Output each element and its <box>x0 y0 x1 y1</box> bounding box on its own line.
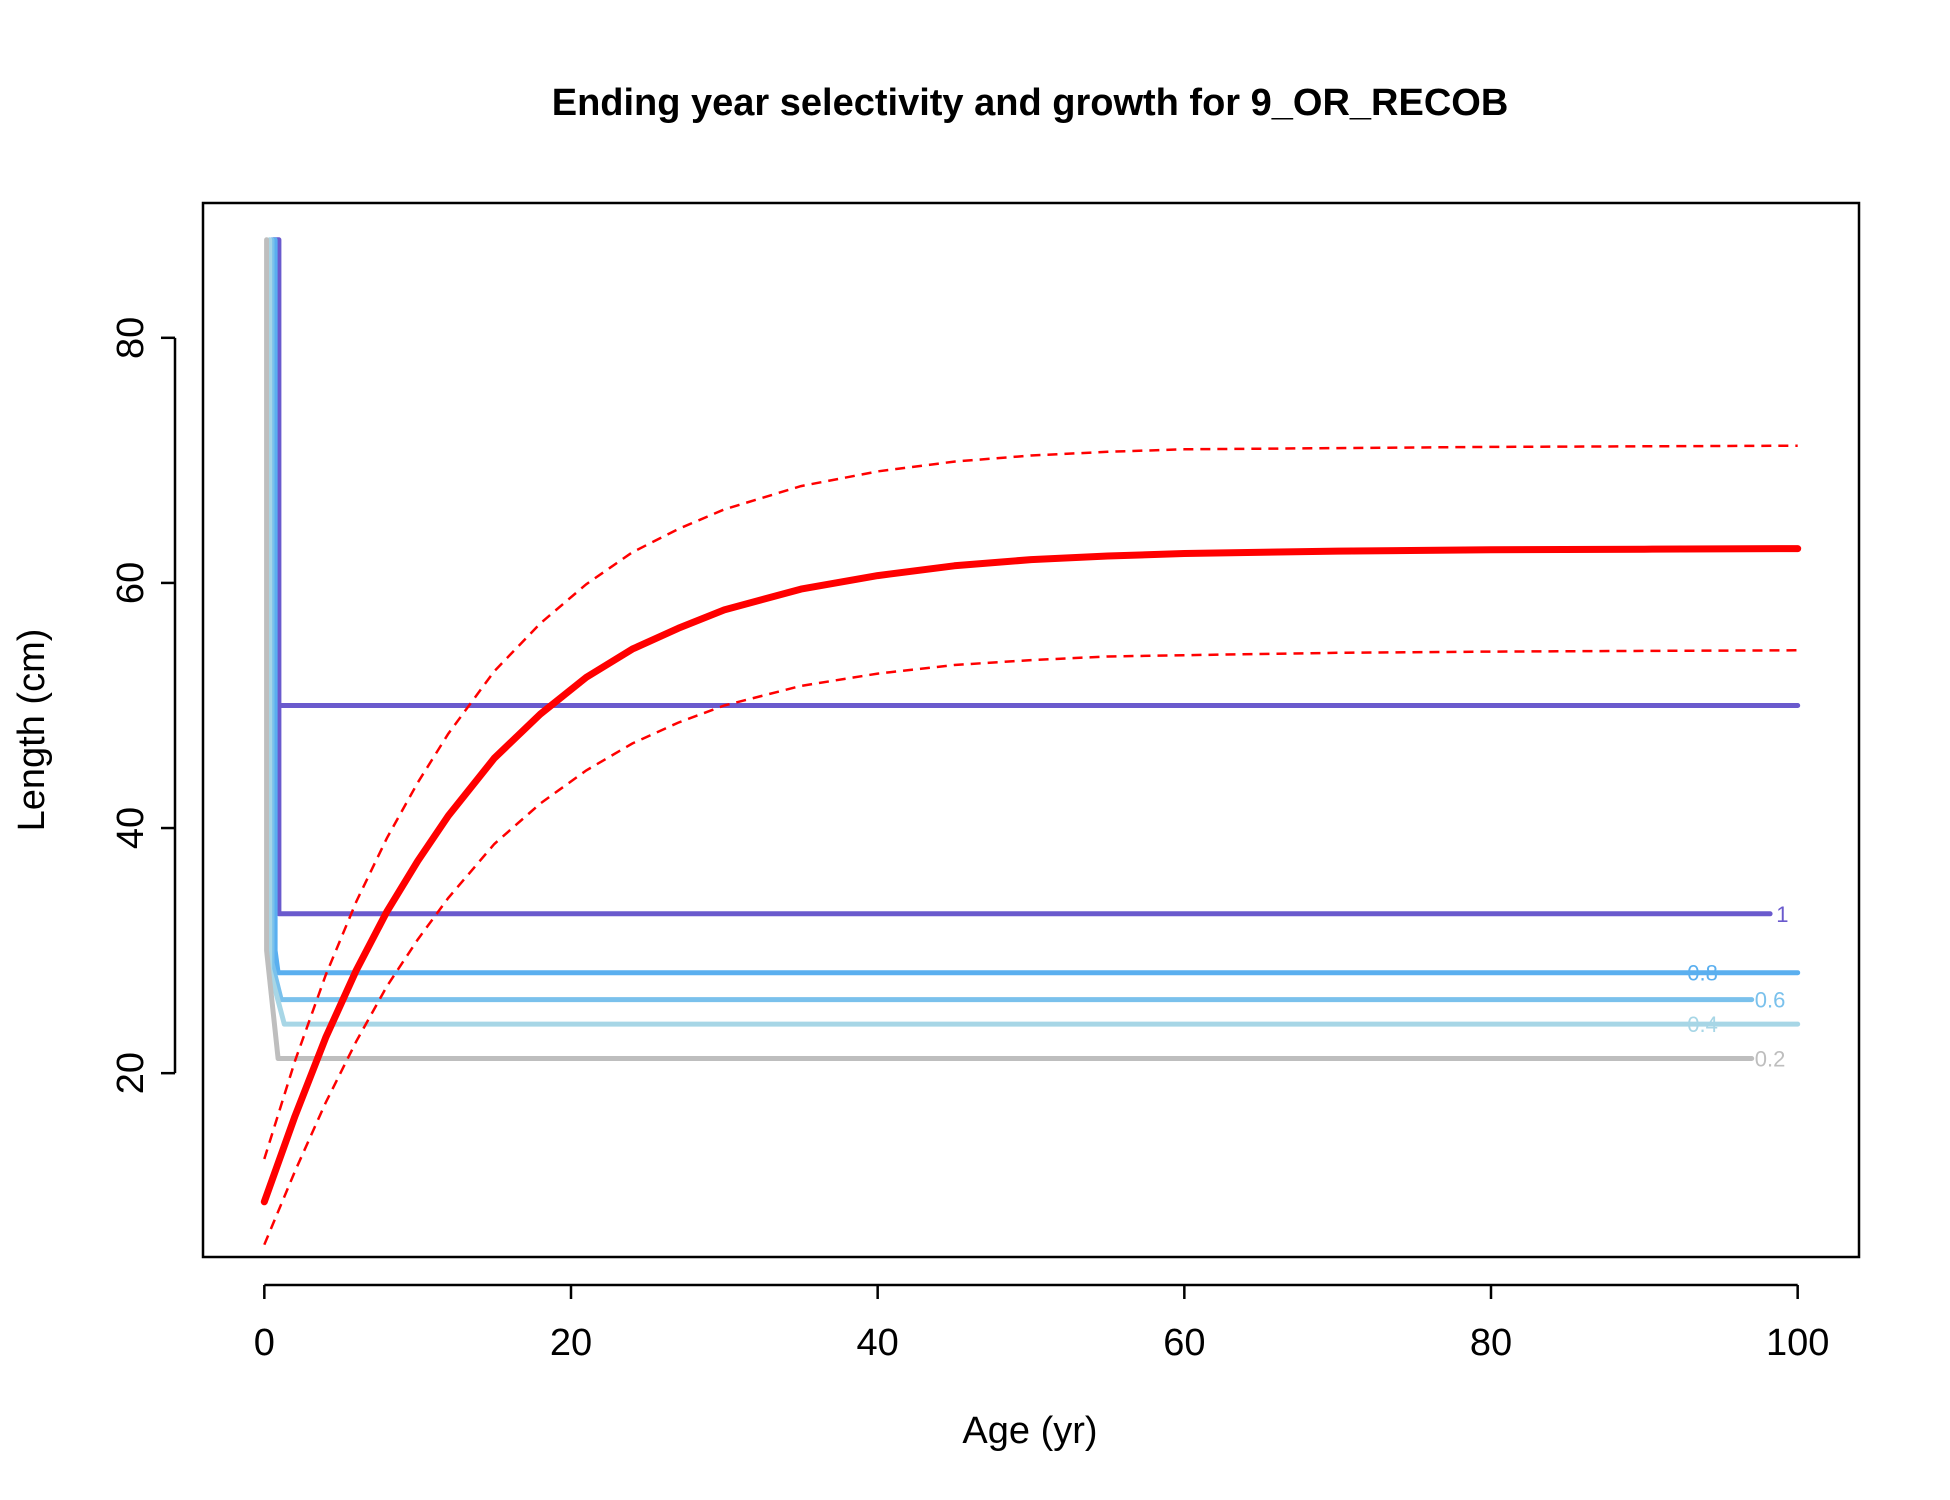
chart-title: Ending year selectivity and growth for 9… <box>552 82 1509 124</box>
x-axis-label: Age (yr) <box>962 1410 1097 1452</box>
selectivity-contour-0.4 <box>267 237 1801 1027</box>
selectivity-contour-0.6 <box>269 237 1755 1003</box>
plot-marks: 1 0.8 0.6 0.4 0.2 <box>260 237 1802 1246</box>
contour-label-0.8: 0.8 <box>1687 961 1718 986</box>
x-tick-label: 80 <box>1470 1322 1512 1364</box>
x-axis: 0 20 40 60 80 100 <box>254 1283 1829 1364</box>
growth-mean <box>260 545 1802 1206</box>
selectivity-contour-1 <box>271 237 1801 917</box>
y-tick-label: 20 <box>110 1052 152 1094</box>
selectivity-contour-0.8 <box>272 237 1801 976</box>
y-axis: 20 40 60 80 <box>110 317 177 1094</box>
x-tick-label: 40 <box>857 1322 899 1364</box>
contour-label-0.2: 0.2 <box>1755 1046 1786 1071</box>
selectivity-contour-0.2 <box>264 237 1755 1061</box>
contour-label-0.6: 0.6 <box>1755 988 1786 1013</box>
x-tick-label: 0 <box>254 1322 275 1364</box>
contour-label-0.4: 0.4 <box>1687 1012 1718 1037</box>
growth-lower-ci <box>263 649 1798 1246</box>
y-tick-label: 60 <box>110 562 152 604</box>
growth-upper-ci <box>263 444 1798 1160</box>
contour-label-1: 1 <box>1776 902 1788 927</box>
y-tick-label: 40 <box>110 807 152 849</box>
x-tick-label: 100 <box>1766 1322 1829 1364</box>
x-tick-label: 20 <box>550 1322 592 1364</box>
y-tick-label: 80 <box>110 317 152 359</box>
y-axis-label: Length (cm) <box>11 629 53 832</box>
x-tick-label: 60 <box>1163 1322 1205 1364</box>
plot-frame <box>201 201 1861 1259</box>
